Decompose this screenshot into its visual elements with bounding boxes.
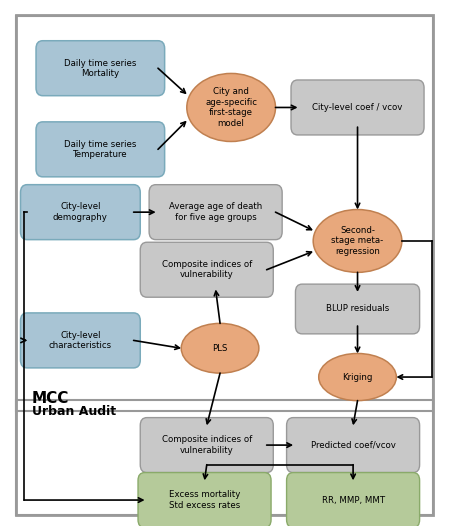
FancyBboxPatch shape: [140, 417, 273, 472]
FancyBboxPatch shape: [295, 284, 420, 334]
Text: Urban Audit: Urban Audit: [31, 405, 116, 418]
Ellipse shape: [181, 323, 259, 373]
Text: Average age of death
for five age groups: Average age of death for five age groups: [169, 203, 262, 222]
FancyBboxPatch shape: [21, 313, 140, 368]
Text: RR, MMP, MMT: RR, MMP, MMT: [321, 496, 385, 505]
Ellipse shape: [319, 353, 396, 400]
FancyBboxPatch shape: [291, 80, 424, 135]
Text: Composite indices of
vulnerability: Composite indices of vulnerability: [162, 260, 252, 279]
FancyBboxPatch shape: [36, 122, 165, 177]
FancyBboxPatch shape: [138, 472, 271, 527]
Text: MCC: MCC: [31, 391, 69, 406]
FancyBboxPatch shape: [21, 185, 140, 240]
Text: Daily time series
Mortality: Daily time series Mortality: [64, 59, 136, 78]
Ellipse shape: [187, 74, 276, 141]
Text: City-level coef / vcov: City-level coef / vcov: [313, 103, 403, 112]
Text: City-level
demography: City-level demography: [53, 203, 108, 222]
Text: Kriging: Kriging: [342, 372, 373, 381]
Text: Second-
stage meta-
regression: Second- stage meta- regression: [331, 226, 383, 256]
Text: City-level
characteristics: City-level characteristics: [49, 331, 112, 350]
Text: Predicted coef/vcov: Predicted coef/vcov: [311, 441, 396, 450]
FancyBboxPatch shape: [140, 242, 273, 297]
Text: City and
age-specific
first-stage
model: City and age-specific first-stage model: [205, 87, 257, 127]
FancyBboxPatch shape: [286, 417, 420, 472]
Text: BLUP residuals: BLUP residuals: [326, 305, 389, 314]
Text: Composite indices of
vulnerability: Composite indices of vulnerability: [162, 435, 252, 455]
Text: PLS: PLS: [212, 344, 228, 353]
Text: Excess mortality
Std excess rates: Excess mortality Std excess rates: [169, 490, 240, 510]
Ellipse shape: [313, 209, 402, 272]
FancyBboxPatch shape: [149, 185, 282, 240]
Text: Daily time series
Temperature: Daily time series Temperature: [64, 140, 136, 159]
FancyBboxPatch shape: [36, 41, 165, 96]
FancyBboxPatch shape: [286, 472, 420, 527]
